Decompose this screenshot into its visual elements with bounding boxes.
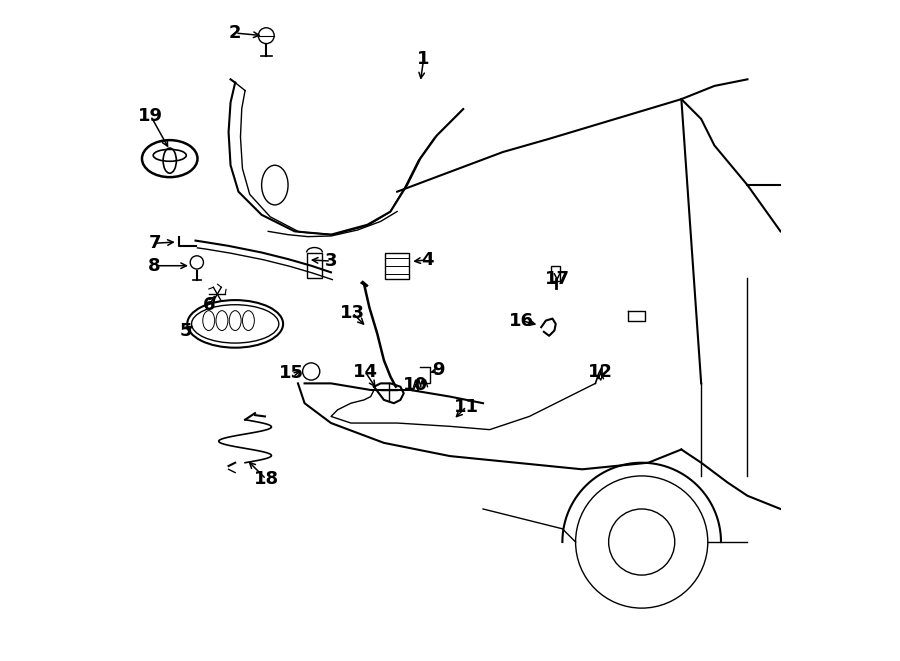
Text: 11: 11 [454,397,479,416]
Text: 14: 14 [353,363,378,381]
Text: 5: 5 [179,321,192,340]
Text: 18: 18 [254,470,279,488]
Text: 6: 6 [202,296,215,315]
Text: 10: 10 [403,376,428,395]
Text: 3: 3 [325,252,338,270]
Text: 16: 16 [508,311,534,330]
Text: 1: 1 [418,50,430,69]
Text: 17: 17 [544,270,570,288]
Text: 13: 13 [339,303,365,322]
Bar [307,253,322,278]
Bar [385,253,409,279]
Text: 4: 4 [421,251,434,269]
Text: 7: 7 [148,234,161,253]
Bar [551,266,561,281]
Text: 19: 19 [138,106,163,125]
Text: 2: 2 [229,24,241,42]
Text: 15: 15 [279,364,304,383]
Text: 8: 8 [148,256,161,275]
Text: 9: 9 [432,361,445,379]
Text: 12: 12 [589,363,613,381]
